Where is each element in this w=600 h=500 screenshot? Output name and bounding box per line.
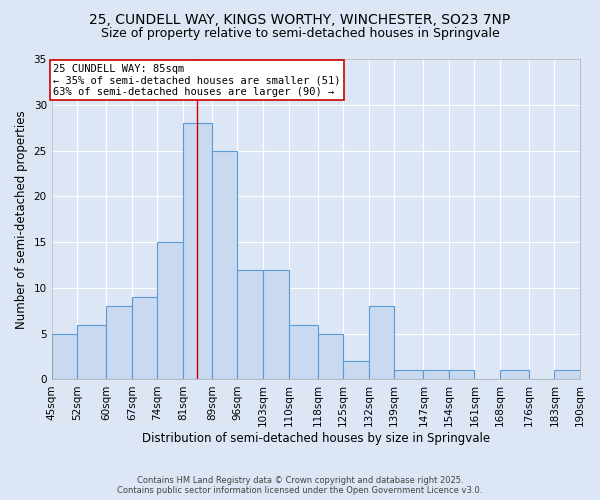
Bar [106,306,132,380]
Bar [52,334,77,380]
Text: 25, CUNDELL WAY, KINGS WORTHY, WINCHESTER, SO23 7NP: 25, CUNDELL WAY, KINGS WORTHY, WINCHESTE… [89,12,511,26]
Bar [424,370,449,380]
Text: Contains HM Land Registry data © Crown copyright and database right 2025.
Contai: Contains HM Land Registry data © Crown c… [118,476,482,495]
Bar [77,324,106,380]
Bar [132,297,157,380]
Bar [343,361,368,380]
Text: Size of property relative to semi-detached houses in Springvale: Size of property relative to semi-detach… [101,28,499,40]
X-axis label: Distribution of semi-detached houses by size in Springvale: Distribution of semi-detached houses by … [142,432,490,445]
Bar [263,270,289,380]
Bar [368,306,394,380]
Bar [500,370,529,380]
Bar [289,324,317,380]
Bar [554,370,580,380]
Bar [183,123,212,380]
Bar [394,370,424,380]
Bar [238,270,263,380]
Bar [449,370,475,380]
Bar [317,334,343,380]
Y-axis label: Number of semi-detached properties: Number of semi-detached properties [15,110,28,328]
Bar [212,150,238,380]
Bar [157,242,183,380]
Text: 25 CUNDELL WAY: 85sqm
← 35% of semi-detached houses are smaller (51)
63% of semi: 25 CUNDELL WAY: 85sqm ← 35% of semi-deta… [53,64,341,97]
